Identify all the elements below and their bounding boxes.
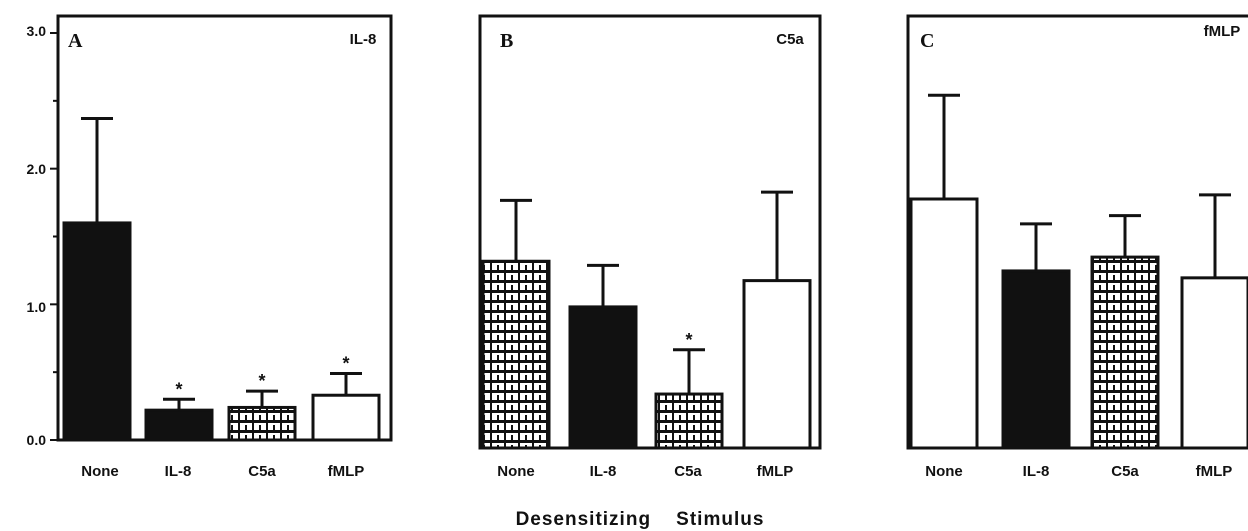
bar-none [62, 221, 132, 442]
bar-none [481, 259, 551, 450]
panel-c-frame [906, 14, 1248, 450]
category-label-il8: IL-8 [1023, 463, 1050, 480]
category-label-fmlp: fMLP [1196, 463, 1233, 480]
panel-c-letter: C [920, 30, 934, 52]
bar-il8 [144, 408, 214, 442]
significance-marker-il8: * [175, 379, 182, 399]
category-label-il8: IL-8 [165, 463, 192, 480]
category-label-none: None [925, 463, 963, 480]
bar-fmlp [311, 393, 381, 442]
panel-b-letter: B [500, 30, 513, 52]
bar-fmlp [1180, 276, 1248, 450]
y-tick-label: 1.0 [27, 299, 47, 315]
panel-a-letter: A [68, 30, 83, 52]
bar-il8 [568, 305, 638, 450]
category-label-none: None [497, 463, 535, 480]
bar-c5a [1090, 255, 1160, 450]
bar-il8 [1001, 269, 1071, 450]
bar-fmlp [742, 279, 812, 450]
x-axis-label: Desensitizing Stimulus [516, 509, 765, 530]
panel-b-category-labels: None IL-8 C5a fMLP [497, 463, 793, 480]
significance-marker-c5a: * [258, 371, 265, 391]
y-tick-label: 0.0 [27, 432, 47, 448]
category-label-fmlp: fMLP [328, 463, 365, 480]
panel-a-category-labels: None IL-8 C5a fMLP [81, 463, 364, 480]
category-label-none: None [81, 463, 119, 480]
category-label-c5a: C5a [248, 463, 276, 480]
significance-marker-fmlp: * [342, 354, 349, 374]
panel-c-bars [909, 93, 1248, 450]
bar-c5a [227, 405, 297, 442]
category-label-fmlp: fMLP [757, 463, 794, 480]
panel-b: B C5a * None IL-8 C5a fMLP [478, 14, 822, 480]
panel-a: A IL-8 * * * None IL-8 C5a fMLP [50, 14, 393, 480]
bar-none [909, 197, 979, 450]
panel-c-category-labels: None IL-8 C5a fMLP [925, 463, 1232, 480]
panel-a-title: IL-8 [350, 31, 377, 48]
y-tick-label: 2.0 [27, 161, 47, 177]
panel-b-title: C5a [776, 31, 804, 48]
category-label-c5a: C5a [674, 463, 702, 480]
panel-a-bars: * * * [50, 32, 381, 442]
bar-c5a [654, 392, 724, 450]
y-tick-label: 3.0 [27, 23, 47, 39]
y-axis-tick-labels: 0.0 1.0 2.0 3.0 [27, 23, 47, 448]
category-label-il8: IL-8 [590, 463, 617, 480]
panel-c-title: fMLP [1204, 23, 1241, 40]
panel-b-frame [478, 14, 822, 450]
significance-marker-c5a: * [685, 330, 692, 350]
panel-a-frame [56, 14, 393, 442]
panel-b-bars: * [481, 190, 812, 450]
category-label-c5a: C5a [1111, 463, 1139, 480]
panel-c: C fMLP None IL-8 C5a fMLP [906, 14, 1248, 480]
